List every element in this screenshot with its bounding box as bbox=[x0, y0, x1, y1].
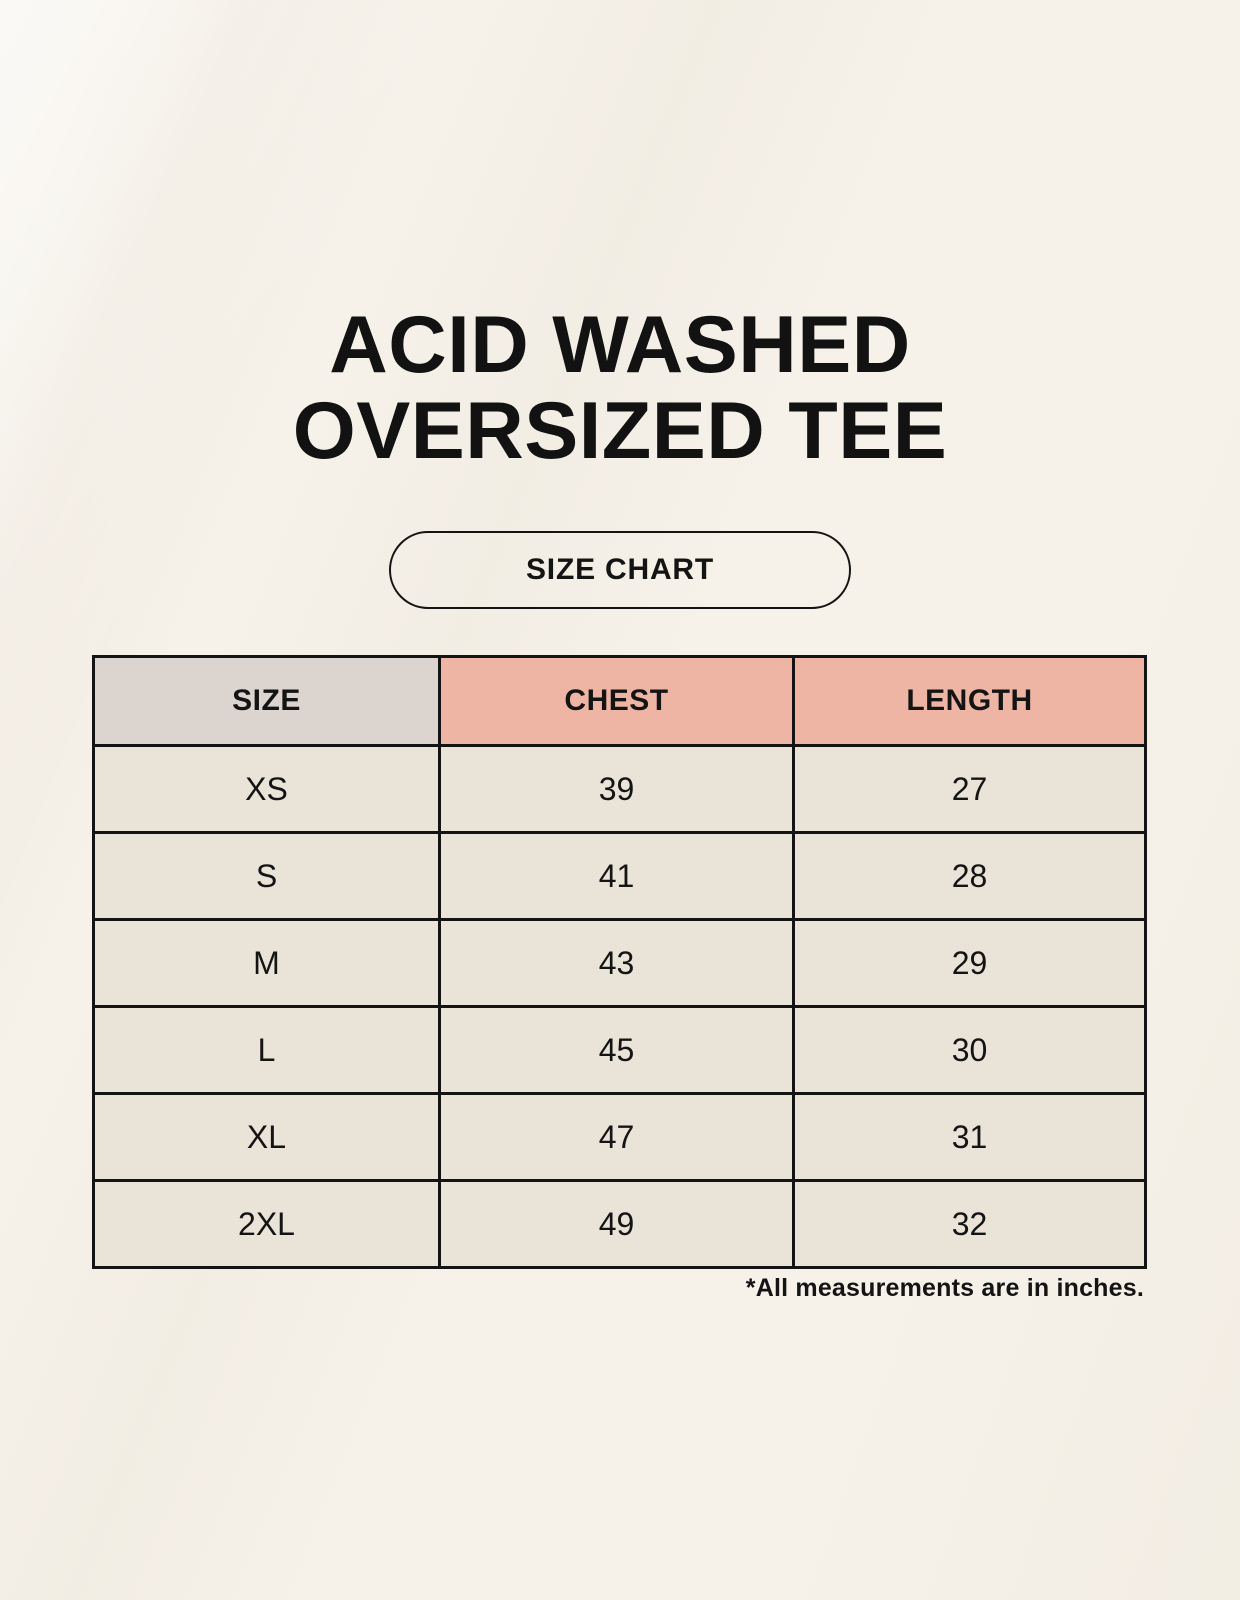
chest-cell: 39 bbox=[438, 744, 795, 834]
page-title: ACID WASHED OVERSIZED TEE bbox=[0, 300, 1240, 476]
chest-cell: 45 bbox=[438, 1005, 795, 1095]
size-chart-button[interactable]: SIZE CHART bbox=[389, 531, 851, 609]
size-cell: M bbox=[92, 918, 441, 1008]
page-title-line2: OVERSIZED TEE bbox=[292, 385, 948, 476]
table-row: M 43 29 bbox=[92, 918, 1147, 1008]
chest-cell: 41 bbox=[438, 831, 795, 921]
chest-cell: 47 bbox=[438, 1092, 795, 1182]
column-header-size: SIZE bbox=[92, 655, 441, 747]
table-row: XL 47 31 bbox=[92, 1092, 1147, 1182]
table-row: L 45 30 bbox=[92, 1005, 1147, 1095]
length-cell: 31 bbox=[792, 1092, 1147, 1182]
chest-cell: 49 bbox=[438, 1179, 795, 1269]
length-cell: 30 bbox=[792, 1005, 1147, 1095]
size-table: SIZE CHEST LENGTH XS 39 27 S 41 28 M 43 29 L 45 30 X… bbox=[92, 655, 1147, 1269]
chest-cell: 43 bbox=[438, 918, 795, 1008]
header-row: SIZE CHEST LENGTH bbox=[92, 655, 1147, 747]
length-cell: 27 bbox=[792, 744, 1147, 834]
length-cell: 32 bbox=[792, 1179, 1147, 1269]
page-title-line1: ACID WASHED bbox=[329, 300, 911, 390]
length-cell: 29 bbox=[792, 918, 1147, 1008]
size-cell: L bbox=[92, 1005, 441, 1095]
size-chart-button-label: SIZE CHART bbox=[526, 553, 714, 586]
size-cell: 2XL bbox=[92, 1179, 441, 1269]
table-row: S 41 28 bbox=[92, 831, 1147, 921]
table-row: XS 39 27 bbox=[92, 744, 1147, 834]
size-table-body: XS 39 27 S 41 28 M 43 29 L 45 30 XL 47 31 2XL 49 32 bbox=[92, 744, 1147, 1269]
size-cell: XL bbox=[92, 1092, 441, 1182]
size-table-header: SIZE CHEST LENGTH bbox=[92, 655, 1147, 747]
length-cell: 28 bbox=[792, 831, 1147, 921]
column-header-length: LENGTH bbox=[792, 655, 1147, 747]
measurements-footnote: *All measurements are in inches. bbox=[745, 1274, 1144, 1302]
size-cell: S bbox=[92, 831, 441, 921]
table-row: 2XL 49 32 bbox=[92, 1179, 1147, 1269]
size-cell: XS bbox=[92, 744, 441, 834]
column-header-chest: CHEST bbox=[438, 655, 795, 747]
